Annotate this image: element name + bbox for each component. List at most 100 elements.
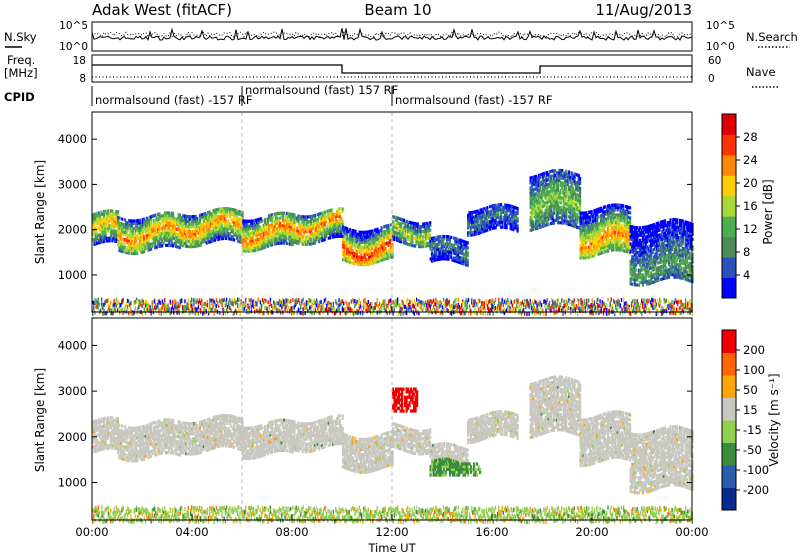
power-cell (160, 222, 162, 225)
power-cell (381, 226, 383, 229)
power-cell (342, 235, 344, 238)
nsearch-tick-top: 10^5 (706, 20, 735, 32)
power-cell (235, 209, 237, 212)
freq-label: Freq. (7, 53, 35, 67)
power-cell (603, 238, 605, 241)
power-heatmap (92, 112, 694, 316)
power-cell (431, 250, 433, 253)
power-cell (429, 234, 431, 237)
power-cell (354, 230, 356, 233)
power-cell (443, 235, 445, 238)
freq-unit-label: [MHz] (4, 66, 38, 80)
power-cell (686, 271, 688, 274)
freq-tick-bottom: 8 (79, 73, 86, 85)
power-cell (629, 206, 631, 209)
power-cell (346, 227, 348, 230)
power-cell (261, 219, 263, 222)
power-cell (298, 215, 300, 218)
power-cell (172, 212, 174, 215)
power-cell (317, 218, 319, 221)
power-cell (124, 246, 126, 249)
power-cell (406, 220, 408, 223)
power-cell (532, 221, 534, 224)
power-cell (349, 228, 351, 231)
power-cell (664, 219, 666, 222)
freq-trace (92, 65, 692, 73)
power-cell (676, 218, 678, 221)
power-cell (565, 170, 567, 173)
power-cell (456, 237, 458, 240)
power-cell (385, 247, 387, 250)
power-cell (117, 210, 119, 213)
power-cell (342, 207, 344, 210)
power-cell (467, 241, 469, 244)
nave-tick-top: 60 (708, 55, 721, 67)
radar-title: Adak West (fitACF) (92, 1, 232, 19)
power-cell (467, 259, 469, 262)
power-cell (230, 218, 232, 221)
cpid-label: CPID (4, 90, 35, 104)
power-cell (517, 207, 519, 210)
power-cell (326, 225, 328, 228)
power-cell (324, 211, 326, 214)
power-cell (339, 207, 341, 210)
power-cell (622, 204, 624, 207)
power-cell (635, 268, 637, 271)
power-cell (597, 215, 599, 218)
cpid-segment-3: normalsound (fast) -157 RF (395, 93, 552, 107)
power-cell (579, 177, 581, 180)
nsearch-trace (92, 32, 692, 37)
power-cell (342, 220, 344, 223)
power-cell (352, 249, 354, 252)
nsearch-tick-bottom: 10^0 (706, 41, 735, 53)
power-cell (429, 229, 431, 232)
power-cell (429, 221, 431, 224)
nsky-trace (92, 28, 692, 40)
power-cell (658, 229, 660, 232)
power-cell (658, 241, 660, 244)
power-cell (314, 214, 316, 217)
power-cell (403, 219, 405, 222)
power-cell (156, 246, 158, 249)
power-cell (467, 246, 469, 249)
power-cell (572, 187, 574, 190)
power-cell (680, 266, 682, 269)
cpid-segment-1: normalsound (fast) -157 RF (95, 93, 252, 107)
power-cell (467, 251, 469, 254)
power-cell (139, 219, 141, 222)
power-cell (339, 212, 341, 215)
power-cell (124, 218, 126, 221)
power-cell (233, 238, 235, 241)
cpid-segment-2: normalsound (fast) 157 RF (245, 83, 398, 97)
power-cell (578, 216, 580, 219)
power-cell (571, 171, 573, 174)
power-cell (264, 218, 266, 221)
freq-tick-top: 18 (73, 55, 86, 67)
power-cell (608, 229, 610, 232)
beam-label: Beam 10 (364, 1, 431, 19)
power-cell (121, 218, 123, 221)
nsearch-label: N.Search (746, 30, 798, 44)
power-cell (387, 224, 389, 227)
power-cell (629, 211, 631, 214)
power-cell (293, 213, 295, 216)
nave-label: Nave (746, 65, 776, 79)
power-cell (450, 236, 452, 239)
power-cell (669, 218, 671, 221)
nsky-tick-bottom: 10^0 (59, 41, 88, 53)
power-cell (150, 248, 152, 251)
power-cell (486, 206, 488, 209)
nsky-label: N.Sky (4, 30, 37, 44)
power-cell (629, 216, 631, 219)
freq-panel-frame (92, 55, 692, 82)
power-cell (568, 171, 570, 174)
nsky-tick-top: 10^5 (59, 20, 88, 32)
power-cell (196, 217, 198, 220)
nave-tick-bottom: 0 (708, 73, 715, 85)
power-cell (517, 224, 519, 227)
power-cell (591, 210, 593, 213)
power-cell (118, 217, 120, 220)
power-cell (578, 174, 580, 177)
